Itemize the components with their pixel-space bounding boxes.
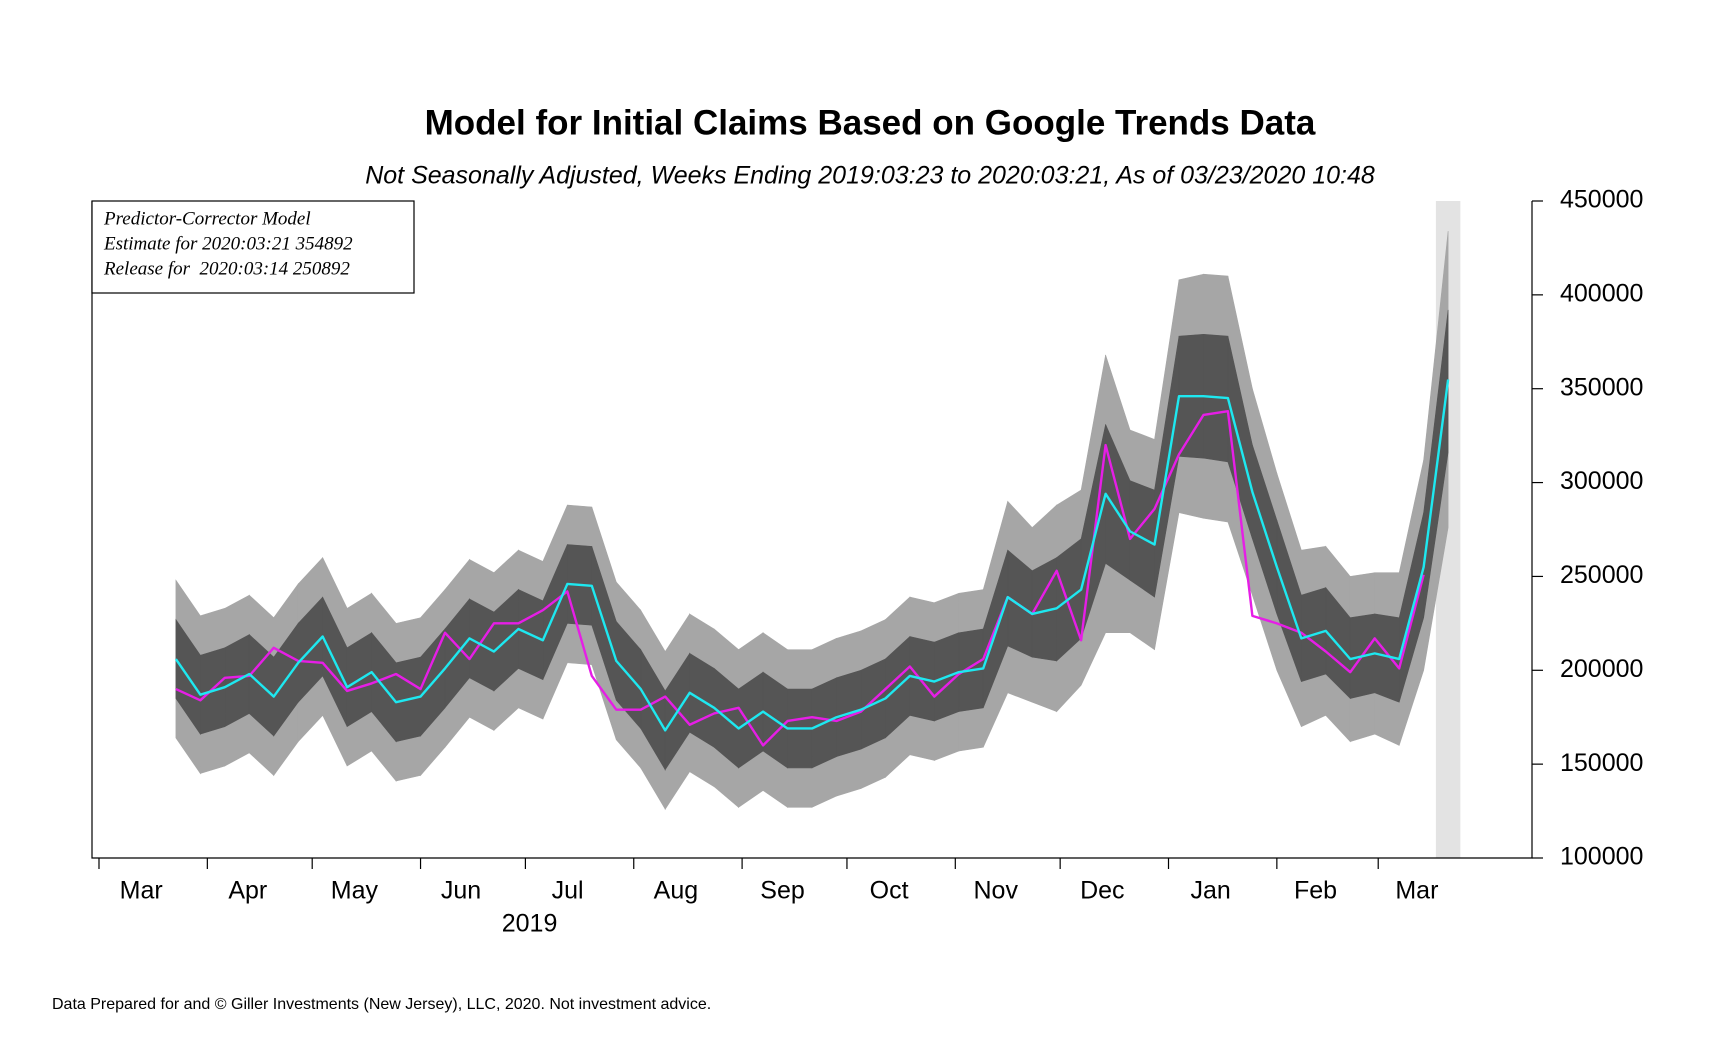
y-tick-label: 150000 [1560,749,1643,777]
x-tick-label: Feb [1294,877,1337,905]
x-tick-label: May [331,877,379,905]
annotation-box [91,200,415,294]
x-tick-label: Aug [654,877,698,905]
series-line [175,410,1425,747]
x-tick-label: Jan [1191,877,1231,905]
x-tick-label: Mar [120,877,163,905]
footer: Data Prepared for and © Giller Investmen… [52,996,711,1013]
annotation-line: Estimate for 2020:03:21 354892 [103,233,353,254]
x-tick-label: Dec [1080,877,1124,905]
x-tick-label: Jul [552,877,584,905]
y-tick-label: 100000 [1560,843,1643,871]
plot-frame [91,201,1533,859]
x-tick-label: Mar [1395,877,1438,905]
y-tick-label: 250000 [1560,561,1643,589]
y-tick-label: 200000 [1560,655,1643,683]
annotation-line: Predictor-Corrector Model [103,208,311,229]
x-tick-label: Jun [441,877,481,905]
y-tick-label: 350000 [1560,373,1643,401]
band-segment [1423,309,1449,618]
y-tick-label: 450000 [1560,186,1643,214]
chart-subtitle: Not Seasonally Adjusted, Weeks Ending 20… [365,162,1375,190]
x-tick-label: Nov [973,877,1018,905]
x-tick-label: Apr [228,877,267,905]
y-tick-label: 300000 [1560,467,1643,495]
series-line [174,379,1450,732]
y-tick-label: 400000 [1560,279,1643,307]
year-label: 2019 [502,910,558,938]
x-tick-label: Sep [760,877,804,905]
annotation-line: Release for 2020:03:14 250892 [103,258,350,279]
chart-title: Model for Initial Claims Based on Google… [425,103,1316,142]
x-tick-label: Oct [870,877,909,905]
